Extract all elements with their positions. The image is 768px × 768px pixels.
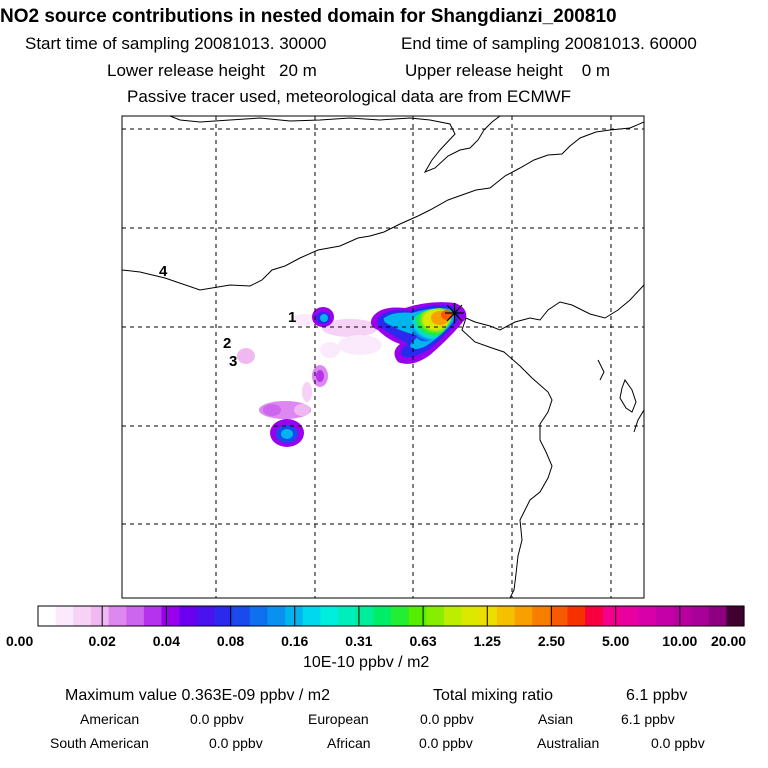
region-name: African	[327, 735, 371, 751]
colorbar-swatch	[602, 606, 622, 626]
region-name: European	[308, 711, 369, 727]
colorbar-swatch	[179, 606, 198, 626]
chart-title: NO2 source contributions in nested domai…	[0, 6, 617, 27]
colorbar-swatch	[338, 606, 357, 626]
colorbar-swatch	[355, 606, 374, 626]
start-time-label: Start time of sampling 20081013. 30000	[25, 34, 327, 53]
upper-release-height-label: Upper release height 0 m	[405, 61, 611, 80]
colorbar-tick-label: 0.08	[216, 633, 245, 649]
colorbar-tick-label: 5.00	[602, 633, 630, 649]
colorbar-tick-label: 0.16	[281, 633, 309, 649]
colorbar-swatch	[620, 606, 639, 626]
colorbar-swatch	[673, 606, 692, 626]
coastline-borders	[122, 116, 644, 598]
colorbar-tick-label: 0.31	[345, 633, 373, 649]
colorbar-swatch	[479, 606, 498, 626]
colorbar-swatch	[408, 606, 427, 626]
colorbar-tick-label: 10.00	[662, 633, 698, 649]
map-frame	[121, 115, 645, 599]
colorbar-tick-label: 20.00	[711, 633, 747, 649]
colorbar-tick-label: 0.00	[6, 633, 34, 649]
total-mixing-ratio-label: Total mixing ratio	[433, 687, 554, 704]
colorbar-tick-label: 0.63	[409, 633, 437, 649]
colorbar-swatch	[214, 606, 233, 626]
colorbar-frame	[37, 605, 745, 627]
colorbar-swatch	[373, 606, 392, 626]
region-value: 0.0 ppbv	[420, 711, 474, 727]
colorbar-swatch	[691, 606, 710, 626]
colorbar-swatch	[143, 606, 163, 626]
region-value: 6.1 ppbv	[621, 711, 675, 727]
source-label-4: 4	[159, 263, 168, 280]
region-name: Asian	[538, 711, 574, 727]
maximum-value-label: Maximum value 0.363E-09 ppbv / m2	[65, 687, 331, 704]
colorbar-swatch	[267, 606, 286, 626]
colorbar-swatch	[249, 606, 269, 626]
colorbar-swatch	[532, 606, 551, 626]
colorbar-swatch	[585, 606, 604, 626]
colorbar-swatch	[38, 606, 57, 626]
source-label-2: 2	[223, 335, 231, 352]
colorbar-swatch	[496, 606, 516, 626]
colorbar-swatch	[108, 606, 127, 626]
colorbar-swatch	[55, 606, 74, 626]
region-name: South American	[50, 735, 149, 751]
colorbar-swatch	[90, 606, 110, 626]
colorbar-swatch	[655, 606, 674, 626]
colorbar-swatch	[302, 606, 321, 626]
colorbar-swatch	[567, 606, 586, 626]
lower-release-height-label: Lower release height 20 m	[107, 61, 317, 80]
colorbar-swatch	[232, 606, 251, 626]
colorbar-swatch	[443, 606, 463, 626]
colorbar-unit: 10E-10 ppbv / m2	[303, 654, 430, 671]
colorbar-tick-label: 1.25	[473, 633, 501, 649]
colorbar-swatch	[285, 606, 304, 626]
region-value: 0.0 ppbv	[190, 711, 244, 727]
colorbar-tick-label: 0.02	[88, 633, 116, 649]
colorbar-swatch	[461, 606, 480, 626]
colorbar-swatch	[391, 606, 410, 626]
colorbar-swatch	[426, 606, 445, 626]
lat-lon-grid	[122, 116, 644, 598]
tracer-note: Passive tracer used, meteorological data…	[127, 87, 572, 106]
total-mixing-ratio-value: 6.1 ppbv	[626, 687, 688, 704]
colorbar-swatch	[708, 606, 727, 626]
source-label-1: 1	[288, 309, 296, 326]
colorbar-tick-label: 0.04	[152, 633, 180, 649]
colorbar-swatch	[126, 606, 145, 626]
region-name: American	[80, 711, 140, 727]
colorbar-swatch	[73, 606, 92, 626]
region-value: 0.0 ppbv	[419, 735, 473, 751]
concentration-plume	[237, 302, 467, 447]
colorbar-swatch	[514, 606, 533, 626]
region-value: 0.0 ppbv	[651, 735, 705, 751]
region-value: 0.0 ppbv	[209, 735, 263, 751]
colorbar-swatch	[638, 606, 657, 626]
source-label-3: 3	[229, 353, 237, 370]
end-time-label: End time of sampling 20081013. 60000	[401, 34, 697, 53]
region-name: Australian	[537, 735, 600, 751]
colorbar-swatch	[726, 606, 745, 626]
colorbar-tick-label: 2.50	[537, 633, 566, 649]
receptor-star-icon	[445, 303, 464, 323]
colorbar-swatch	[161, 606, 180, 626]
colorbar	[37, 605, 745, 627]
colorbar-swatch	[549, 606, 569, 626]
colorbar-swatch	[320, 606, 339, 626]
colorbar-swatch	[196, 606, 216, 626]
